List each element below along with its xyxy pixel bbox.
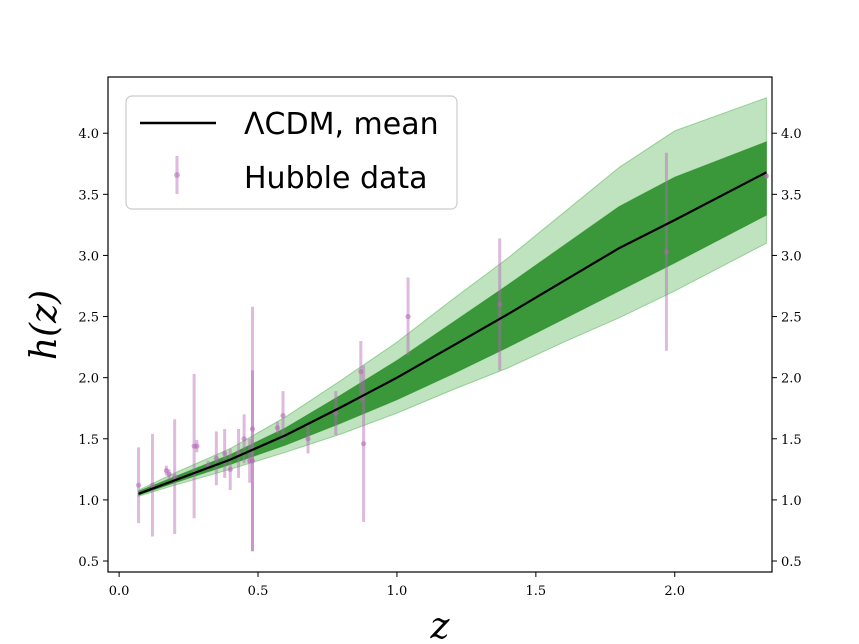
data-point [358, 368, 364, 375]
y-tick-label-left: 2.0 [78, 372, 99, 387]
legend-label-data: Hubble data [244, 161, 428, 196]
data-point [149, 482, 156, 488]
x-tick-label: 1.5 [526, 584, 547, 599]
y-tick-label-right: 0.5 [781, 555, 802, 570]
y-tick-label-right: 1.5 [781, 433, 802, 448]
data-point [241, 436, 247, 442]
x-tick-label: 0.5 [248, 584, 269, 599]
legend: ΛCDM, mean Hubble data [125, 95, 458, 210]
data-point [135, 482, 142, 488]
data-point [249, 458, 256, 464]
data-point [497, 301, 503, 307]
data-point [360, 441, 367, 447]
legend-marker-swatch [174, 172, 180, 178]
band-2sigma [138, 97, 767, 497]
data-point [305, 436, 311, 442]
y-tick-label-left: 1.5 [78, 433, 99, 448]
data-point [172, 474, 178, 480]
y-tick-label-left: 3.0 [78, 249, 99, 264]
y-tick-label-right: 2.5 [781, 311, 802, 326]
data-point [405, 313, 411, 320]
y-tick-label-right: 3.5 [781, 188, 802, 203]
data-point [222, 450, 228, 457]
mean-line [138, 171, 767, 495]
y-tick-label-right: 1.0 [781, 494, 802, 509]
y-tick-label-left: 4.0 [78, 127, 99, 142]
band-1sigma [138, 141, 767, 496]
data-point [274, 425, 281, 431]
axis-ticks: 0.0 0.5 1.0 1.5 2.0 0.5 0.5 1.0 1.0 1.5 1.5 2.0 2.0 2… [78, 127, 801, 599]
data-point [280, 412, 286, 419]
data-point [333, 410, 339, 416]
x-tick-label: 2.0 [664, 584, 685, 599]
data-point [663, 249, 670, 255]
y-axis-label: h(z) [24, 290, 65, 360]
y-tick-label-left: 1.0 [78, 494, 99, 509]
data-point [166, 471, 172, 477]
x-axis-label: z [430, 606, 451, 644]
legend-label-mean: ΛCDM, mean [244, 107, 439, 142]
plot-area [135, 97, 770, 552]
axes-frame [107, 76, 773, 573]
data-point [194, 443, 200, 449]
data-point [249, 426, 256, 432]
x-tick-label: 1.0 [387, 584, 408, 599]
y-tick-label-left: 3.5 [78, 188, 99, 203]
data-point [163, 467, 169, 474]
y-tick-label-right: 4.0 [781, 127, 802, 142]
y-tick-label-right: 3.0 [781, 249, 802, 264]
x-tick-label: 0.0 [109, 584, 130, 599]
y-tick-label-left: 0.5 [78, 555, 99, 570]
data-point [213, 455, 219, 461]
y-tick-label-left: 2.5 [78, 311, 99, 326]
data-point [763, 173, 770, 179]
data-point [227, 466, 233, 472]
y-tick-label-right: 2.0 [781, 372, 802, 387]
